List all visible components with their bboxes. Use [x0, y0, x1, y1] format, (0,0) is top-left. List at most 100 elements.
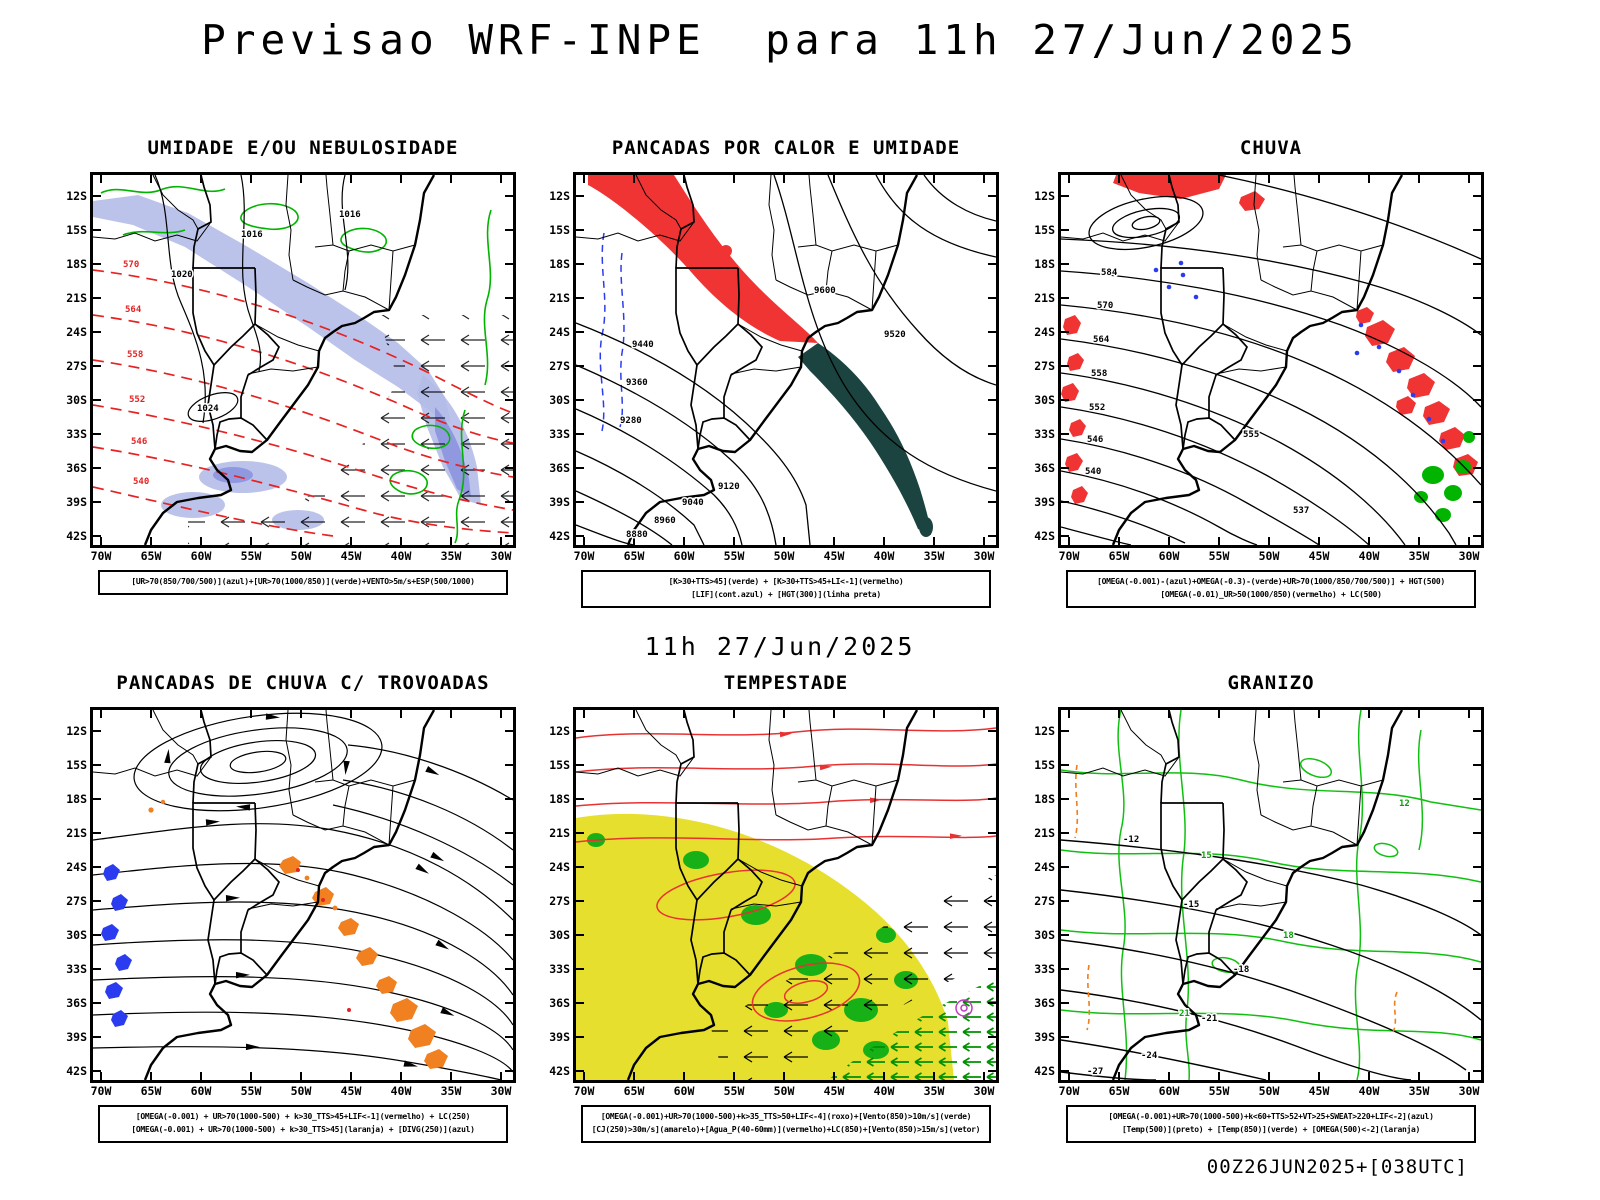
lat-tick-label: 12S	[549, 189, 570, 203]
lat-tick-label: 27S	[1034, 359, 1055, 373]
drizzle-blue-dots	[1153, 260, 1446, 444]
lat-tick-label: 36S	[66, 996, 87, 1010]
caption-box: [OMEGA(-0.001) + UR>70(1000-500) + k>30_…	[98, 1105, 508, 1143]
lat-tick-label: 39S	[66, 1030, 87, 1044]
caption-line: [OMEGA(-0.001) + UR>70(1000-500) + k>30_…	[135, 1112, 471, 1121]
svg-text:9520: 9520	[884, 330, 906, 340]
lon-tick-label: 40W	[873, 1084, 895, 1098]
svg-text:9360: 9360	[626, 378, 648, 388]
lat-tick-label: 27S	[1034, 894, 1055, 908]
svg-text:555: 555	[1243, 430, 1259, 440]
lon-tick-label: 60W	[673, 1084, 695, 1098]
lon-tick-label: 30W	[490, 1084, 512, 1098]
lon-tick-label: 45W	[823, 1084, 845, 1098]
lon-tick-label: 35W	[440, 1084, 462, 1098]
lat-tick-label: 30S	[66, 393, 87, 407]
caption-line: [UR>70(850/700/500)](azul)+[UR>70(1000/8…	[131, 577, 475, 586]
svg-text:-15: -15	[1183, 900, 1199, 910]
map-umidade: 1016 1020 1024 1016 570 564 558 552 546 …	[93, 175, 513, 545]
lat-tick-label: 18S	[1034, 257, 1055, 271]
lon-tick-label: 55W	[240, 1084, 262, 1098]
lat-tick-label: 12S	[66, 724, 87, 738]
caption-box: [OMEGA(-0.001)-(azul)+OMEGA(-0.3)-(verde…	[1066, 570, 1476, 608]
lat-tick-label: 33S	[1034, 427, 1055, 441]
cutoff-low-contours	[1088, 195, 1204, 251]
map-frame-tempestade	[573, 707, 999, 1083]
lat-tick-label: 15S	[1034, 758, 1055, 772]
lat-tick-label: 24S	[1034, 325, 1055, 339]
svg-text:546: 546	[1087, 435, 1103, 445]
lat-axis: 12S 15S 18S 21S 24S 27S 30S 33S 36S 39S 42S	[545, 172, 573, 548]
lon-axis: 70W 65W 60W 55W 50W 45W 40W 35W 30W	[573, 1083, 999, 1099]
lat-tick-label: 36S	[549, 996, 570, 1010]
lat-tick-label: 33S	[66, 427, 87, 441]
lon-tick-label: 55W	[1208, 549, 1230, 563]
svg-text:-24: -24	[1141, 1051, 1158, 1061]
contour-labels: -12 -15 -18 -21 -24 -27 12 15 18 21	[1086, 798, 1412, 1079]
map-trovoadas	[93, 710, 513, 1080]
lat-tick-label: 33S	[1034, 962, 1055, 976]
map-frame-umidade: 1016 1020 1024 1016 570 564 558 552 546 …	[90, 172, 516, 548]
lat-axis: 12S 15S 18S 21S 24S 27S 30S 33S 36S 39S 42S	[545, 707, 573, 1083]
caption-line: [Temp(500)](preto) + [Temp(850)](verde) …	[1121, 1124, 1421, 1134]
lat-tick-label: 36S	[1034, 996, 1055, 1010]
panel-title: TEMPESTADE	[723, 672, 849, 694]
lon-tick-label: 50W	[290, 549, 312, 563]
svg-text:9280: 9280	[620, 416, 642, 426]
panel-tempestade: TEMPESTADE 12S 15S 18S 21S 24S 27S 30S 33S 36S 39…	[545, 672, 999, 1143]
temp500-black-contours	[1061, 839, 1481, 1080]
svg-text:-12: -12	[1123, 835, 1139, 845]
lon-tick-label: 35W	[923, 1084, 945, 1098]
lon-tick-label: 40W	[390, 1084, 412, 1098]
lon-tick-label: 30W	[973, 549, 995, 563]
lon-tick-label: 35W	[1408, 549, 1430, 563]
lon-tick-label: 50W	[773, 549, 795, 563]
lon-tick-label: 55W	[240, 549, 262, 563]
svg-text:8880: 8880	[626, 530, 648, 540]
run-info: 00Z26JUN2025+[038UTC]	[1206, 1156, 1468, 1178]
lat-tick-label: 27S	[66, 359, 87, 373]
svg-text:540: 540	[1085, 467, 1101, 477]
lat-tick-label: 18S	[66, 792, 87, 806]
red-flow-arrowheads	[779, 731, 962, 840]
lon-tick-label: 35W	[440, 549, 462, 563]
svg-text:570: 570	[1097, 301, 1113, 311]
lat-tick-label: 21S	[1034, 826, 1055, 840]
svg-text:537: 537	[1293, 506, 1309, 516]
lat-tick-label: 42S	[66, 529, 87, 543]
wind-field-pattern	[188, 315, 513, 545]
divergence-blue-areas	[101, 864, 132, 1027]
lon-tick-label: 30W	[490, 549, 512, 563]
caption-line: [LIF](cont.azul) + [HGT(300)](linha pret…	[691, 589, 881, 599]
lat-tick-label: 21S	[66, 826, 87, 840]
lat-tick-label: 33S	[66, 962, 87, 976]
lon-tick-label: 65W	[623, 1084, 645, 1098]
lat-tick-label: 30S	[1034, 393, 1055, 407]
lat-tick-label: 30S	[1034, 928, 1055, 942]
map-pancadas-calor: 9600 9520 9440 9360 9280 9120 9040 8960 …	[576, 175, 996, 545]
svg-text:8960: 8960	[654, 516, 676, 526]
lat-tick-label: 18S	[1034, 792, 1055, 806]
lat-tick-label: 15S	[549, 223, 570, 237]
lat-tick-label: 24S	[549, 860, 570, 874]
lon-axis: 70W 65W 60W 55W 50W 45W 40W 35W 30W	[573, 548, 999, 564]
lon-tick-label: 70W	[90, 549, 112, 563]
flow-arrowheads	[164, 713, 455, 1067]
map-frame-pancadas-calor: 9600 9520 9440 9360 9280 9120 9040 8960 …	[573, 172, 999, 548]
temp850-green-contours	[1061, 710, 1481, 1080]
map-tempestade	[576, 710, 996, 1080]
lat-tick-label: 21S	[549, 291, 570, 305]
contour-labels: 9600 9520 9440 9360 9280 9120 9040 8960 …	[619, 285, 908, 542]
lat-tick-label: 27S	[549, 359, 570, 373]
lon-tick-label: 50W	[290, 1084, 312, 1098]
hgt500-contours	[1061, 175, 1481, 545]
lon-tick-label: 70W	[573, 549, 595, 563]
lon-axis: 70W 65W 60W 55W 50W 45W 40W 35W 30W	[1058, 1083, 1484, 1099]
lon-tick-label: 35W	[923, 549, 945, 563]
caption-line: [OMEGA(-0.001)+UR>70(1000-500)+k<60+TTS>…	[1108, 1112, 1434, 1121]
lat-tick-label: 12S	[1034, 724, 1055, 738]
lon-tick-label: 30W	[1458, 1084, 1480, 1098]
lat-tick-label: 39S	[66, 495, 87, 509]
lon-tick-label: 65W	[1108, 1084, 1130, 1098]
lat-tick-label: 12S	[549, 724, 570, 738]
